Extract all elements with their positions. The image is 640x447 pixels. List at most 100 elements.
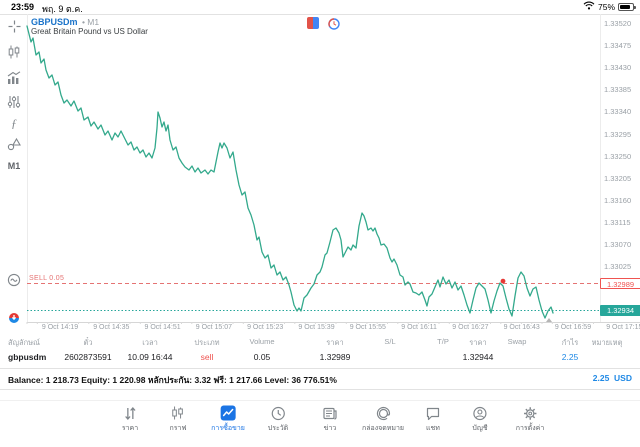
quotes-icon [122, 405, 138, 421]
nav-item-label: แชท [426, 425, 440, 432]
sync-icon[interactable] [3, 308, 25, 328]
sell-entry-marker [500, 278, 506, 284]
nav-item-label: ราคา [121, 425, 139, 432]
time-axis-label: 9 Oct 17:15 [606, 324, 640, 331]
nav-item-label: ข่าว [323, 425, 337, 432]
table-header: Volume [249, 337, 275, 346]
position-cell[interactable]: 2.25 [561, 352, 579, 362]
mailbox-icon [362, 405, 404, 421]
time-axis-label: 9 Oct 15:39 [298, 324, 335, 331]
profit-value: 2.25 [592, 373, 610, 383]
table-header: เวลา [142, 338, 158, 347]
table-header: กำไร [561, 338, 579, 347]
table-header: T/P [437, 337, 449, 346]
price-chart[interactable] [0, 0, 640, 340]
time-axis-label: 9 Oct 14:19 [41, 324, 79, 331]
battery-icon [618, 2, 636, 11]
bid-price-axis-box: 1.32934 [600, 305, 640, 316]
trade-icon [211, 405, 245, 421]
chart-header[interactable]: GBPUSDm • M1 Great Britain Pound vs US D… [31, 16, 148, 37]
mood-wave-icon[interactable] [3, 270, 25, 290]
wifi-icon [583, 1, 595, 12]
chart-timeframe: • M1 [81, 17, 100, 27]
time-axis-label: 9 Oct 15:55 [349, 324, 386, 331]
nav-item-chart[interactable]: กราฟ [169, 405, 187, 434]
time-axis-line [27, 322, 640, 323]
chat-icon [426, 405, 441, 421]
history-icon [268, 405, 288, 421]
nav-item-label: กราฟ [169, 425, 187, 432]
time-axis-label: 9 Oct 15:07 [195, 324, 232, 331]
clock-time: 23:59 [11, 2, 35, 12]
session-clock-icon[interactable] [328, 17, 340, 35]
price-axis-label: 1.33430 [604, 63, 632, 73]
price-axis-border [600, 14, 601, 322]
position-cell[interactable]: 0.05 [253, 352, 271, 362]
indicators-icon[interactable] [3, 68, 25, 88]
nav-item-settings[interactable]: การตั้งค่า [515, 405, 545, 434]
time-axis-label: 9 Oct 16:27 [452, 324, 489, 331]
position-cell[interactable]: 1.32989 [319, 352, 351, 362]
chart-symbol-description: Great Britain Pound vs US Dollar [31, 27, 148, 36]
news-icon [323, 405, 338, 421]
price-axis-label: 1.33295 [604, 129, 632, 139]
price-line-series [26, 25, 554, 319]
balance-divider [0, 389, 640, 390]
price-axis-label: 1.33115 [604, 217, 631, 227]
price-axis-label: 1.33205 [604, 173, 632, 183]
status-date: พฤ. 9 ต.ค. [42, 4, 83, 14]
time-axis-label: 9 Oct 14:51 [144, 324, 181, 331]
price-axis-label: 1.33520 [604, 19, 632, 29]
nav-item-mailbox[interactable]: กล่องจดหมาย [362, 405, 404, 434]
position-cell[interactable]: gbpusdm [8, 352, 47, 362]
nav-item-news[interactable]: ข่าว [323, 405, 338, 434]
position-cell[interactable]: 1.32944 [462, 352, 494, 362]
price-axis-label: 1.33250 [604, 151, 632, 161]
nav-item-history[interactable]: ประวัติ [268, 405, 288, 434]
crosshair-icon[interactable] [3, 16, 25, 36]
nav-item-label: การตั้งค่า [515, 425, 545, 432]
price-axis-label: 1.33160 [604, 195, 632, 205]
nav-item-trade[interactable]: การซื้อขาย [211, 405, 245, 434]
price-axis-label: 1.33475 [604, 41, 632, 51]
chart-symbol: GBPUSDm [31, 17, 78, 27]
objects-icon[interactable] [3, 134, 25, 154]
time-axis-label: 9 Oct 14:35 [93, 324, 130, 331]
time-axis-label: 9 Oct 16:59 [554, 324, 592, 331]
timeframe-button[interactable]: M1 [3, 156, 25, 176]
nav-item-label: ประวัติ [267, 425, 289, 432]
table-header: สัญลักษณ์ [8, 338, 41, 347]
nav-item-chat[interactable]: แชท [426, 405, 441, 434]
price-axis-label: 1.33340 [604, 107, 632, 117]
table-header: ตั๋ว [83, 338, 93, 347]
settings-icon [516, 405, 545, 421]
candlestick-icon[interactable] [3, 42, 25, 62]
account-balance-summary: Balance: 1 218.73 Equity: 1 220.98 หลักป… [8, 375, 337, 385]
table-header: ราคา [326, 338, 344, 347]
time-axis-label: 9 Oct 15:23 [247, 324, 284, 331]
chart-left-border [27, 14, 28, 322]
status-bar: 23:59 พฤ. 9 ต.ค. 75% [0, 0, 640, 14]
nav-item-label: บัญชี [472, 425, 488, 432]
sell-position-label: SELL 0.05 [29, 275, 65, 282]
battery-percent: 75% [597, 1, 615, 12]
function-icon[interactable]: ƒ [11, 115, 17, 130]
price-axis-label: 1.33385 [604, 85, 632, 95]
position-cell[interactable]: sell [200, 352, 214, 362]
price-axis-label: 1.33070 [604, 239, 632, 249]
nav-item-label: การซื้อขาย [211, 425, 245, 432]
one-click-trading-icon[interactable] [307, 17, 319, 29]
nav-item-account[interactable]: บัญชี [472, 405, 488, 434]
statusbar-divider [0, 14, 640, 15]
last-bar-marker [546, 318, 552, 322]
table-header: S/L [384, 337, 396, 346]
sliders-icon[interactable] [3, 92, 25, 112]
profit-currency: USD [614, 373, 632, 383]
table-header: ประเภท [194, 338, 220, 347]
nav-item-quotes[interactable]: ราคา [122, 405, 138, 434]
bottom-navigation-bar: ราคา กราฟ การซื้อขาย ประวัติ ข่าว กล่องจ… [0, 400, 640, 447]
position-cell[interactable]: 2602873591 [64, 352, 112, 362]
price-axis-label: 1.33025 [604, 261, 632, 271]
position-cell[interactable]: 10.09 16:44 [127, 352, 173, 362]
